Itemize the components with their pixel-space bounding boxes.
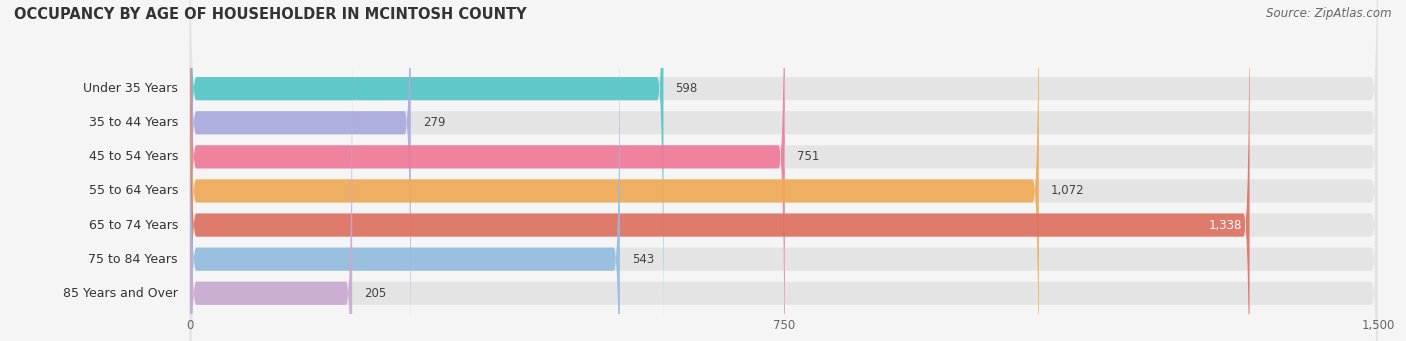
- FancyBboxPatch shape: [190, 0, 1378, 341]
- FancyBboxPatch shape: [190, 32, 1378, 341]
- FancyBboxPatch shape: [190, 0, 411, 341]
- Text: OCCUPANCY BY AGE OF HOUSEHOLDER IN MCINTOSH COUNTY: OCCUPANCY BY AGE OF HOUSEHOLDER IN MCINT…: [14, 7, 527, 22]
- FancyBboxPatch shape: [190, 0, 1378, 341]
- FancyBboxPatch shape: [190, 0, 620, 341]
- Text: 279: 279: [423, 116, 446, 129]
- Text: Source: ZipAtlas.com: Source: ZipAtlas.com: [1267, 7, 1392, 20]
- Text: 75 to 84 Years: 75 to 84 Years: [89, 253, 179, 266]
- Text: 35 to 44 Years: 35 to 44 Years: [89, 116, 179, 129]
- FancyBboxPatch shape: [190, 0, 1378, 341]
- FancyBboxPatch shape: [190, 0, 1378, 341]
- Text: 751: 751: [797, 150, 818, 163]
- Text: 65 to 74 Years: 65 to 74 Years: [89, 219, 179, 232]
- Text: 1,338: 1,338: [1208, 219, 1241, 232]
- FancyBboxPatch shape: [190, 0, 785, 341]
- Text: 598: 598: [675, 82, 697, 95]
- FancyBboxPatch shape: [190, 0, 1378, 341]
- Text: 55 to 64 Years: 55 to 64 Years: [89, 184, 179, 197]
- FancyBboxPatch shape: [190, 0, 1378, 341]
- Text: 45 to 54 Years: 45 to 54 Years: [89, 150, 179, 163]
- FancyBboxPatch shape: [190, 0, 1250, 341]
- FancyBboxPatch shape: [190, 0, 664, 341]
- Text: 85 Years and Over: 85 Years and Over: [63, 287, 179, 300]
- Text: 543: 543: [631, 253, 654, 266]
- Text: 1,072: 1,072: [1050, 184, 1084, 197]
- FancyBboxPatch shape: [190, 32, 352, 341]
- FancyBboxPatch shape: [190, 0, 1039, 341]
- Text: Under 35 Years: Under 35 Years: [83, 82, 179, 95]
- Text: 205: 205: [364, 287, 387, 300]
